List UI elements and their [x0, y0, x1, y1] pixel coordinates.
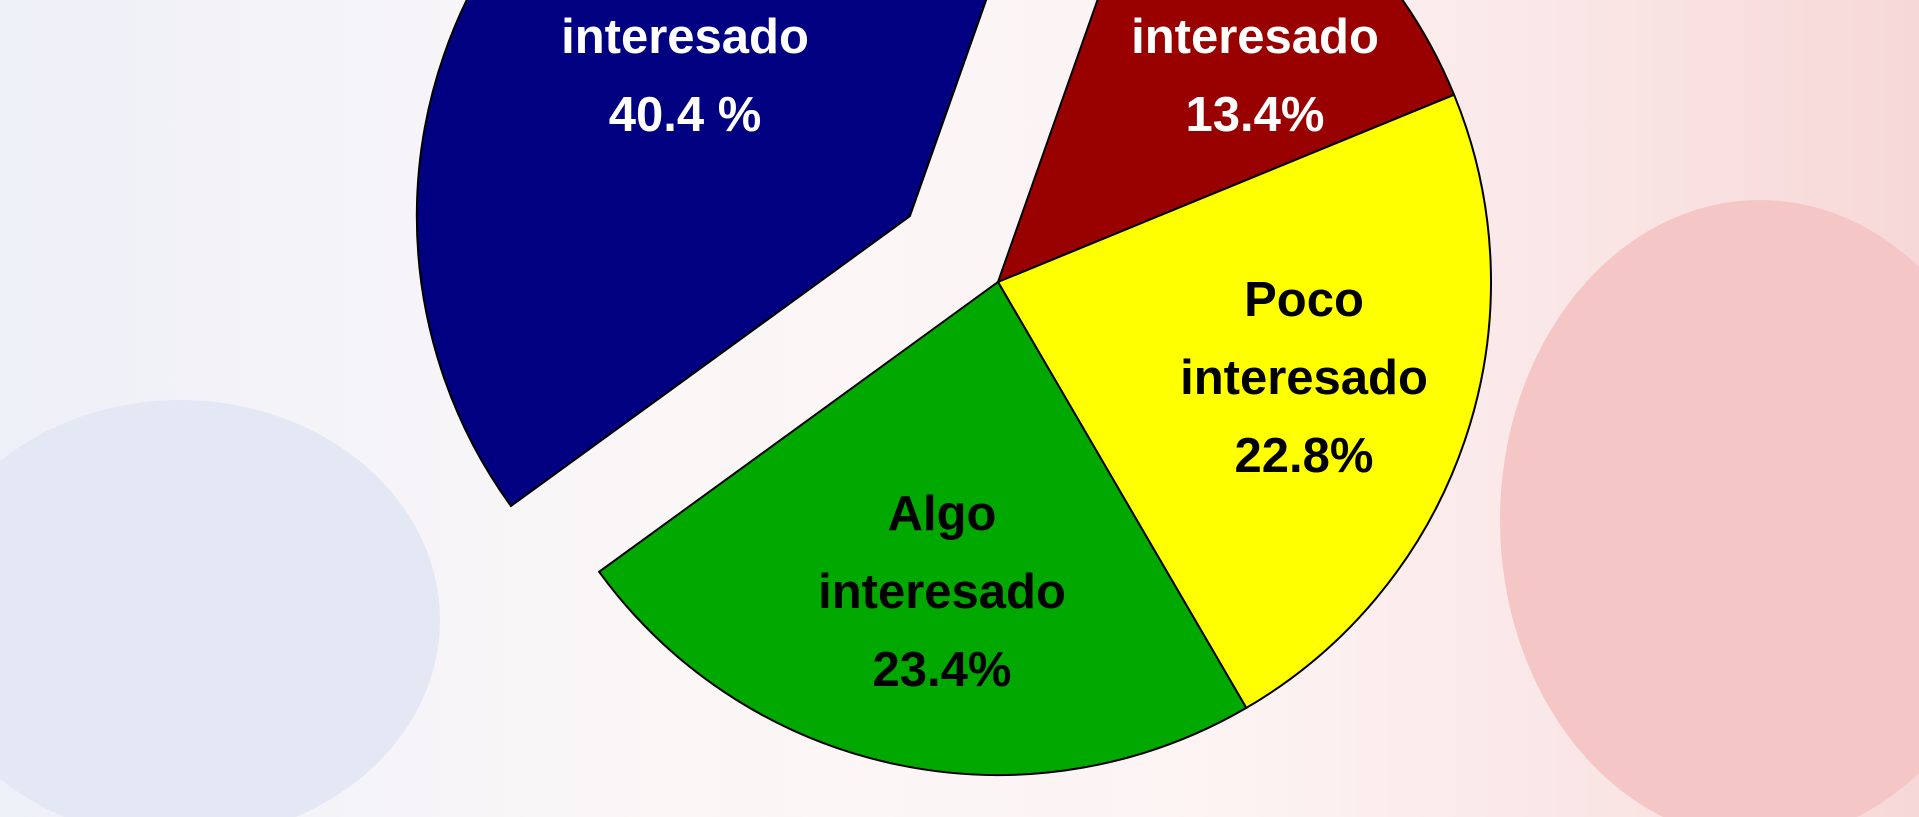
- value-label: 13.4%: [1185, 88, 1325, 142]
- background-photo: [0, 400, 440, 817]
- category-label: interesado: [561, 10, 809, 64]
- background-photo: [1500, 200, 1919, 817]
- pie-slice: [415, 0, 988, 508]
- category-label: Poco interesado: [1180, 273, 1428, 405]
- slice-label: interesado 40.4 %: [515, 0, 855, 154]
- pie-slice: [996, 0, 1456, 284]
- pie-slice: [996, 93, 1492, 710]
- value-label: 23.4%: [872, 643, 1012, 697]
- value-label: 22.8%: [1234, 429, 1374, 483]
- category-label: Algo interesado: [818, 487, 1066, 619]
- pie-slice: [597, 280, 1248, 776]
- slice-label: Algo interesado 23.4%: [772, 475, 1112, 709]
- slice-label: Poco interesado 22.8%: [1134, 261, 1474, 495]
- category-label: interesado: [1131, 10, 1379, 64]
- value-label: 40.4 %: [608, 88, 762, 142]
- slice-label: interesado 13.4%: [1085, 0, 1425, 154]
